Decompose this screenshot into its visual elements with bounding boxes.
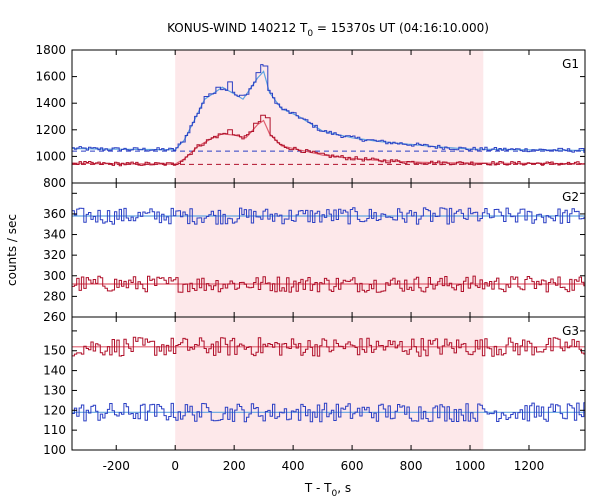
y-tick-label-G3: 110 xyxy=(43,423,66,437)
y-tick-label-G2: 300 xyxy=(43,269,66,283)
y-tick-label-G3: 150 xyxy=(43,344,66,358)
x-tick-label: 0 xyxy=(171,459,179,473)
panel-label-G1: G1 xyxy=(562,57,579,71)
y-tick-label-G1: 1400 xyxy=(35,96,66,110)
x-axis-label: T - T0, s xyxy=(304,481,351,499)
y-tick-label-G2: 260 xyxy=(43,310,66,324)
plot-area: 80010001200140016001800G1260280300320340… xyxy=(35,43,586,473)
y-tick-label-G1: 800 xyxy=(43,176,66,190)
y-tick-label-G2: 280 xyxy=(43,289,66,303)
y-tick-label-G3: 100 xyxy=(43,443,66,457)
panel-label-G3: G3 xyxy=(562,324,579,338)
y-axis-label: counts / sec xyxy=(5,214,19,286)
highlight-interval xyxy=(175,50,484,450)
fit-line-G1-blue xyxy=(71,70,585,151)
y-tick-label-G1: 1600 xyxy=(35,70,66,84)
y-tick-label-G3: 120 xyxy=(43,403,66,417)
y-tick-label-G2: 340 xyxy=(43,228,66,242)
y-tick-label-G1: 1800 xyxy=(35,43,66,57)
data-series-G1-blue xyxy=(72,64,585,153)
x-tick-label: 600 xyxy=(341,459,364,473)
x-tick-label: 1000 xyxy=(455,459,486,473)
y-tick-label-G1: 1000 xyxy=(35,149,66,163)
data-series-G3-red xyxy=(72,336,585,357)
x-tick-label: 400 xyxy=(282,459,305,473)
chart-title: KONUS-WIND 140212 T0 = 15370s UT (04:16:… xyxy=(167,21,489,39)
x-tick-label: 1200 xyxy=(514,459,545,473)
y-tick-label-G3: 140 xyxy=(43,364,66,378)
x-tick-label: -200 xyxy=(103,459,130,473)
panel-frame-G3 xyxy=(71,316,586,451)
data-series-G2-red xyxy=(72,275,585,293)
data-series-G3-blue xyxy=(72,402,585,423)
y-tick-label-G1: 1200 xyxy=(35,123,66,137)
y-tick-label-G2: 320 xyxy=(43,248,66,262)
x-tick-label: 800 xyxy=(400,459,423,473)
y-tick-label-G2: 360 xyxy=(43,207,66,221)
y-tick-label-G3: 130 xyxy=(43,383,66,397)
panel-label-G2: G2 xyxy=(562,190,579,204)
data-series-G1-red xyxy=(72,114,585,167)
data-series-G2-blue xyxy=(72,207,585,225)
x-tick-label: 200 xyxy=(223,459,246,473)
